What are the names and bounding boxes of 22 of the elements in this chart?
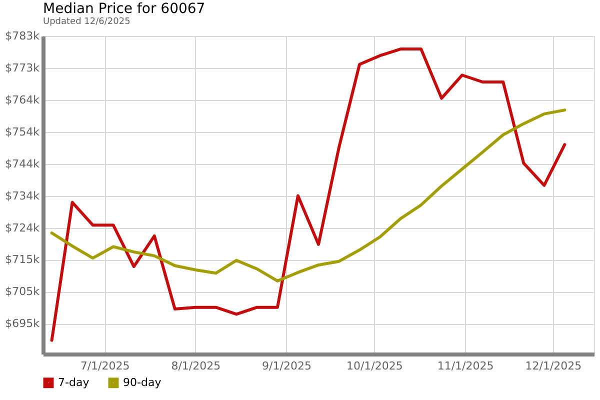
y-tick-label: $773k [5, 61, 40, 74]
legend-label: 7-day [58, 376, 90, 389]
y-tick-label: $764k [5, 93, 40, 106]
y-tick-label: $734k [5, 189, 40, 202]
y-tick-label: $695k [5, 317, 40, 330]
y-tick-label: $744k [5, 157, 40, 170]
y-tick-label: $705k [5, 285, 40, 298]
y-tick-label: $754k [5, 125, 40, 138]
line-series [50, 108, 566, 282]
legend-label: 90-day [123, 376, 162, 389]
line-series [50, 48, 566, 342]
y-tick-label: $783k [5, 30, 40, 42]
chart-title: Median Price for 60067 [43, 1, 206, 17]
y-tick-label: $715k [5, 253, 40, 266]
x-tick-label: 10/1/2025 [346, 360, 403, 372]
chart-subtitle: Updated 12/6/2025 [43, 17, 130, 27]
x-tick-label: 9/1/2025 [262, 360, 312, 372]
x-tick-label: 8/1/2025 [171, 360, 221, 372]
y-tick-label: $724k [5, 221, 40, 234]
x-tick-label: 12/1/2025 [525, 360, 582, 372]
x-tick-label: 7/1/2025 [80, 360, 130, 372]
x-tick-label: 11/1/2025 [437, 360, 494, 372]
